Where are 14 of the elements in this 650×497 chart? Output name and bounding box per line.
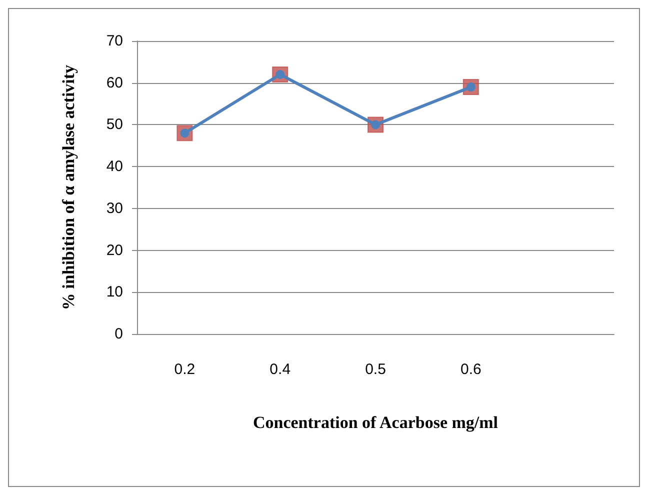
y-axis-title: % inhibition of α amylase activity: [59, 64, 78, 310]
x-tick-label: 0.5: [365, 361, 386, 378]
x-tick-label: 0.4: [270, 361, 291, 378]
y-tick-label: 50: [106, 116, 123, 134]
x-tick-label: 0.2: [174, 361, 196, 378]
y-tick-label: 30: [106, 200, 123, 217]
x-tick-label: 0.6: [460, 361, 482, 378]
y-tick-label: 70: [106, 32, 123, 50]
x-axis-title: Concentration of Acarbose mg/ml: [252, 413, 498, 432]
y-tick-label: 20: [106, 242, 123, 259]
y-tick-label: 10: [106, 284, 123, 301]
y-tick-label: 60: [106, 74, 123, 92]
y-tick-label: 0: [114, 326, 123, 342]
y-tick-label: 40: [106, 158, 123, 176]
